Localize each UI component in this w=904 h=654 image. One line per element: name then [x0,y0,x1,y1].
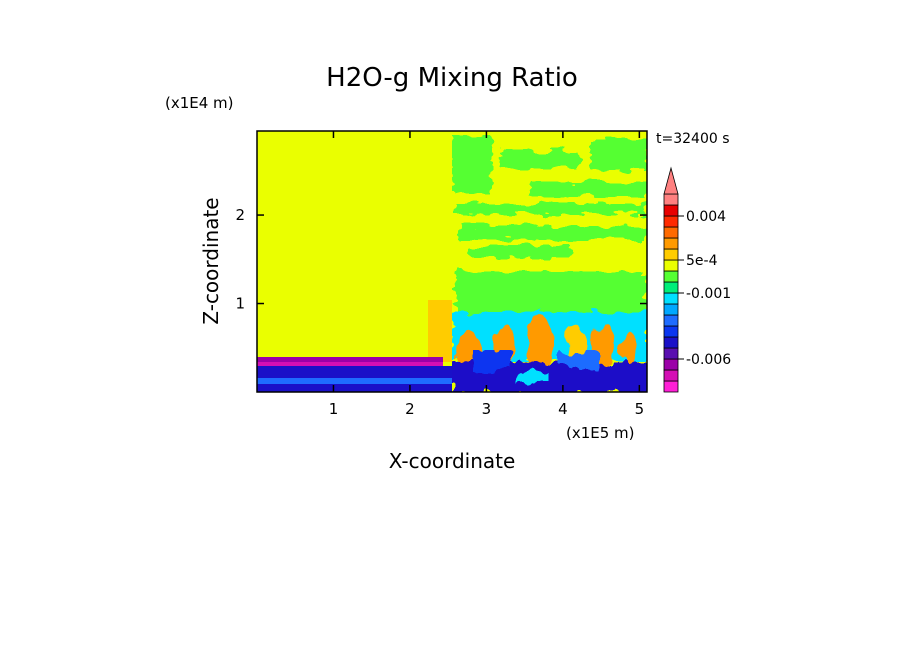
colorbar-segment [663,281,679,294]
colorbar-segment [663,259,679,272]
colorbar-segment [663,226,679,239]
peach-block [428,300,452,362]
colorbar-segment [663,314,679,327]
colorbar-tick-label: -0.001 [686,286,731,302]
colorbar-segment [663,248,679,261]
region-upper-green-3 [530,182,647,196]
x-tick-label: 2 [405,400,415,418]
purple-band [257,357,443,366]
x-axis-label: X-coordinate [389,449,516,473]
colorbar-segment [663,292,679,305]
region-mid-green [455,272,647,317]
surface-cyan-patch [520,372,550,382]
colorbar-segment [663,303,679,316]
colorbar-segment [663,204,679,217]
plot-frame [256,130,648,393]
purple-band-edge [257,362,443,366]
chart-title: H2O-g Mixing Ratio [326,63,578,93]
colorbar-segment [663,237,679,250]
region-upper-green-7 [590,140,647,170]
x-tick-label: 3 [482,400,492,418]
x-tick-label: 1 [329,400,339,418]
x-tick-label: 5 [635,400,645,418]
colorbar-segment [663,336,679,349]
time-label: t=32400 s [656,131,730,147]
colorbar-segment [663,347,679,360]
colorbar-tick-label: 5e-4 [686,253,718,269]
region-upper-green-5 [460,226,647,240]
colorbar-segment [663,270,679,283]
region-upper-green-6 [470,246,570,258]
colorbar-segment [663,358,679,371]
y-axis: 12 [235,206,647,313]
colorbar: 0.004 5e-4 -0.001 -0.006 [663,166,731,393]
colorbar-segment [663,380,679,393]
region-upper-green-2 [500,150,580,168]
colorbar-segment [663,215,679,228]
plume-6 [621,336,639,364]
x-axis: 1 2 3 4 5 [329,131,644,418]
colorbar-segment [663,369,679,382]
colorbar-tick-label: -0.006 [686,352,731,368]
x-scale-label: (x1E5 m) [566,424,635,442]
contour-field [257,131,647,392]
colorbar-segment [663,325,679,338]
colorbar-extend-arrow [663,166,679,195]
surface-blue-mid [470,350,510,370]
surface-layer [452,350,647,392]
surface-blue-mid-2 [560,352,600,368]
region-upper-green-4 [455,204,647,214]
colorbar-tick-label: 0.004 [686,209,726,225]
region-upper-green-1 [452,135,492,195]
plume-3 [526,314,554,366]
x-tick-label: 4 [558,400,568,418]
y-scale-label: (x1E4 m) [165,94,234,112]
surface-cyan-strip [257,378,452,384]
y-tick-label: 1 [235,295,245,313]
orange-plumes [454,314,639,370]
colorbar-segment [663,193,679,206]
y-tick-label: 2 [235,206,245,224]
y-axis-label: Z-coordinate [199,197,223,324]
